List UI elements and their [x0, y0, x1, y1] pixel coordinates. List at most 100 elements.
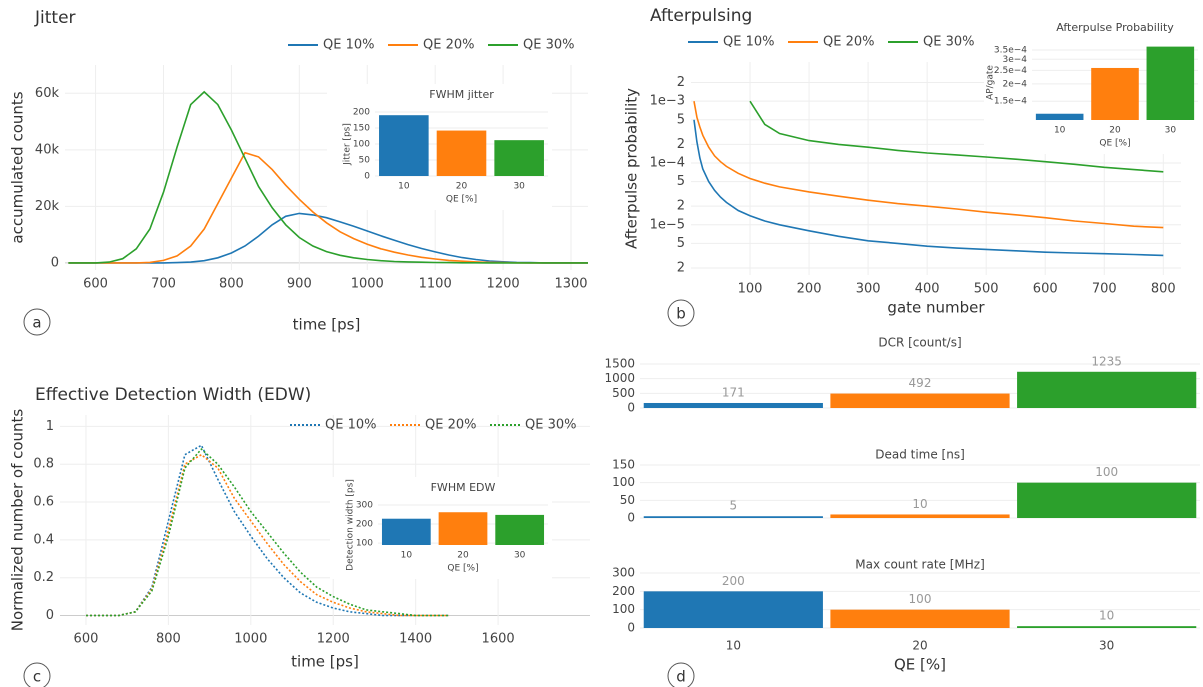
x-tick-label: 30 [1099, 639, 1114, 653]
y-tick-label: 0.8 [33, 457, 54, 472]
series-line [749, 100, 1164, 173]
series-line [68, 212, 588, 264]
y-tick-label: 200 [612, 584, 635, 598]
bar [381, 518, 431, 545]
bar [643, 516, 823, 518]
inset-title: Afterpulse Probability [1056, 21, 1174, 34]
x-axis-label: gate number [887, 299, 985, 317]
chart-title: Afterpulsing [650, 6, 752, 26]
y-tick-label: 0.2 [33, 570, 54, 585]
bar [1017, 371, 1197, 408]
chart-title: Jitter [34, 8, 76, 28]
chart-title: Effective Detection Width (EDW) [35, 385, 311, 405]
x-tick-label: 1000 [234, 632, 267, 647]
legend-label: QE 10% [723, 35, 774, 50]
x-axis-label: time [ps] [293, 316, 361, 334]
y-axis-label: Afterpulse probability [623, 88, 641, 249]
legend-label: QE 30% [525, 418, 576, 433]
x-tick-label: 600 [83, 277, 108, 292]
y-tick-label: 0 [46, 608, 54, 623]
value-label: 100 [1095, 465, 1118, 479]
subplot-title: Max count rate [MHz] [855, 558, 985, 572]
y-axis-label: Normalized number of counts [9, 409, 27, 632]
y-tick-label: 0.4 [33, 532, 54, 547]
bar [436, 130, 487, 176]
legend-label: QE 20% [425, 418, 476, 433]
inset-y-label: Detection width [ps] [346, 479, 356, 571]
value-label: 171 [722, 385, 745, 399]
y-tick-label: 100 [356, 539, 373, 549]
legend-label: QE 10% [325, 418, 376, 433]
panel-badge [667, 662, 695, 687]
legend-label: QE 30% [523, 38, 574, 53]
inset-y-label: AP/gate [986, 65, 996, 100]
y-tick-label: 300 [612, 566, 635, 580]
y-tick-label: 1500 [604, 357, 635, 371]
y-tick-label: 40k [35, 142, 60, 157]
y-axis-label: accumulated counts [9, 91, 27, 243]
value-label: 100 [909, 592, 932, 606]
y-tick-label: 2.5e−4 [994, 66, 1027, 76]
x-tick-label: 1600 [482, 632, 515, 647]
x-tick-label: 10 [1054, 126, 1066, 136]
x-tick-label: 100 [738, 282, 763, 297]
y-tick-label: 20k [35, 199, 60, 214]
y-tick-label: 1.5e−4 [994, 97, 1027, 107]
legend-label: QE 20% [423, 38, 474, 53]
y-tick-label: 100 [353, 140, 370, 150]
y-tick-label: 0 [627, 401, 635, 415]
value-label: 492 [909, 376, 932, 390]
y-tick-label: 1e−5 [650, 217, 685, 232]
y-tick-label: 0 [627, 621, 635, 635]
y-tick-label: 2e−4 [1002, 79, 1027, 89]
x-tick-label: 700 [151, 277, 176, 292]
y-tick-label: 2 [677, 260, 685, 275]
bar [438, 512, 488, 545]
panel-badge [23, 662, 51, 687]
x-tick-label: 300 [856, 282, 881, 297]
inset-x-label: QE [%] [446, 195, 477, 205]
x-tick-label: 900 [287, 277, 312, 292]
subplot-title: DCR [count/s] [878, 336, 961, 350]
x-tick-label: 1100 [419, 277, 452, 292]
x-tick-label: 10 [398, 182, 410, 192]
y-tick-label: 1000 [604, 371, 635, 385]
legend-label: QE 10% [323, 38, 374, 53]
inset-x-label: QE [%] [447, 564, 478, 574]
value-label: 10 [912, 497, 927, 511]
x-tick-label: 1400 [399, 632, 432, 647]
inset-title: FWHM jitter [429, 88, 494, 101]
inset-title: FWHM EDW [431, 481, 496, 494]
subplot-title: Dead time [ns] [875, 448, 965, 462]
panel-label: d [676, 668, 686, 686]
y-tick-label: 2 [677, 199, 685, 214]
y-tick-label: 100 [612, 475, 635, 489]
panel-label: a [32, 314, 41, 332]
bar [494, 140, 544, 176]
x-tick-label: 30 [1165, 126, 1177, 136]
x-tick-label: 1000 [351, 277, 384, 292]
y-tick-label: 200 [353, 108, 370, 118]
x-tick-label: 800 [1151, 282, 1176, 297]
y-tick-label: 2 [677, 137, 685, 152]
x-tick-label: 30 [513, 182, 525, 192]
y-tick-label: 150 [353, 124, 370, 134]
y-tick-label: 60k [35, 86, 60, 101]
y-tick-label: 1 [46, 419, 54, 434]
x-tick-label: 700 [1092, 282, 1117, 297]
x-tick-label: 600 [1033, 282, 1058, 297]
panel-badge [667, 299, 695, 327]
panel-label: b [676, 305, 686, 323]
y-tick-label: 5 [677, 174, 685, 189]
bar [830, 514, 1010, 518]
x-tick-label: 500 [974, 282, 999, 297]
y-tick-label: 100 [612, 602, 635, 616]
x-tick-label: 1300 [554, 277, 587, 292]
y-tick-label: 50 [359, 156, 371, 166]
y-tick-label: 1e−3 [650, 94, 685, 109]
bar [495, 514, 545, 545]
bar [1146, 46, 1195, 120]
x-tick-label: 20 [1109, 126, 1121, 136]
bar [643, 591, 823, 628]
y-tick-label: 200 [356, 520, 373, 530]
